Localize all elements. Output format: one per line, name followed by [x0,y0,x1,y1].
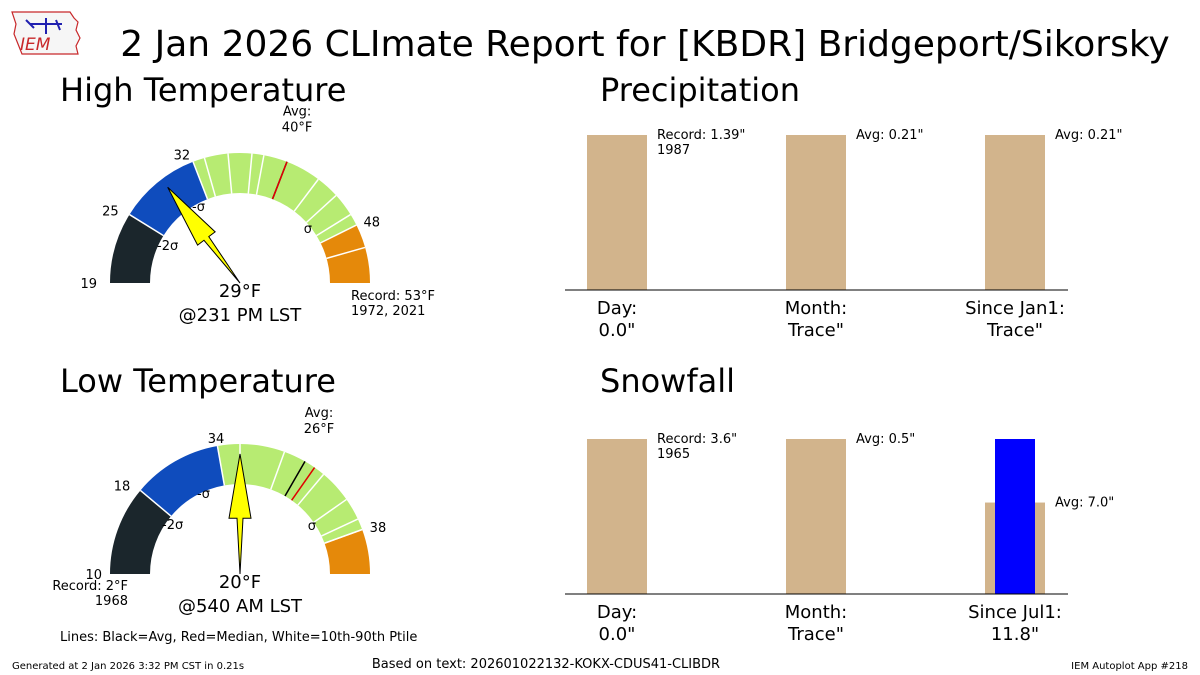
logo-text: IEM [20,35,51,55]
gauge-percentile-line [293,178,319,212]
category-tick-label: Since Jan1: Trace" [965,298,1065,341]
gauge-band-divider [192,161,209,200]
iem-logo: IEM [11,11,81,55]
gauge-median-line [291,467,316,501]
gauge-band-normal [217,444,363,544]
reference-bar-label: Avg: 0.21" [856,128,924,143]
low-temp-title: Low Temperature [60,362,336,400]
gauge-band-plus-sigma [324,529,370,574]
gauge-band-minus-sigma [129,161,208,236]
reference-bar [587,439,647,594]
gauge-tick-label: 48 [364,215,381,230]
gauge-sigma-label: -σ [192,200,205,215]
gauge-tick-label: 19 [80,277,97,292]
reference-bar [587,135,647,290]
weather-station-icon [25,18,62,34]
footer-source-text: Based on text: 202601022132-KOKX-CDUS41-… [372,657,720,672]
gauge-percentile-line [316,213,351,237]
gauge-sigma-label: -2σ [162,518,183,533]
gauge-sigma-label: σ [308,519,316,534]
reference-bar [786,439,846,594]
gauge-tick-label: 38 [370,521,387,536]
reference-bar-label: Record: 3.6" 1965 [657,432,737,462]
gauge-band-divider [129,213,164,237]
gauge-sigma-label: -σ [197,487,210,502]
category-tick-label: Day: 0.0" [597,298,637,341]
snow-title: Snowfall [600,362,735,400]
gauge-band-plus-sigma [320,225,370,283]
gauge-avg-label: Avg: 26°F [304,406,335,437]
gauge-band-minus-sigma [140,445,225,517]
gauge-percentile-line [247,153,253,194]
reference-bar-label: Avg: 7.0" [1055,496,1114,511]
lines-legend-note: Lines: Black=Avg, Red=Median, White=10th… [60,630,417,645]
gauge-percentile-line [270,451,286,490]
footer-app-id: IEM Autoplot App #218 [1071,661,1188,672]
gauge-value-needle [167,186,241,284]
reference-bar [985,135,1045,290]
reference-bar-label: Avg: 0.21" [1055,128,1123,143]
gauge-percentile-line [255,155,265,195]
footer-generated: Generated at 2 Jan 2026 3:32 PM CST in 0… [12,661,244,672]
gauge-sigma-label: -2σ [157,239,178,254]
gauge-percentile-line [321,518,359,537]
category-tick-label: Month: Trace" [785,298,847,341]
category-tick-label: Month: Trace" [785,602,847,645]
gauge-band-below-2sigma [110,214,164,283]
category-tick-label: Day: 0.0" [597,602,637,645]
gauge-median-line [271,161,288,200]
gauge-band-divider [216,445,226,486]
precip-title: Precipitation [600,71,800,109]
gauge-observed-time: @540 AM LST [178,596,303,617]
gauge-tick-label: 34 [208,432,225,447]
gauge-band-divider [139,489,172,517]
gauge-percentile-line [313,498,347,523]
page-title: 2 Jan 2026 CLImate Report for [KBDR] Bri… [120,24,1169,65]
low-temperature-gauge: 10 18 34 38 -2σ -σ σ Avg: 26°F 20°F @540 AM LST Rec… [52,406,386,617]
observed-bar [995,439,1035,594]
reference-bar-label: Record: 1.39" 1987 [657,128,745,158]
gauge-record-label: Record: 53°F 1972, 2021 [351,289,435,319]
gauge-avg-line [284,461,306,497]
reference-bar [786,135,846,290]
gauge-tick-label: 32 [174,148,191,163]
gauge-observed-time: @231 PM LST [179,305,303,326]
gauge-avg-label: Avg: 40°F [282,105,313,136]
gauge-percentile-line [324,528,363,544]
gauge-record-label: Record: 2°F 1968 [52,579,128,609]
gauge-percentile-line [326,246,366,260]
gauge-tick-label: 25 [102,204,119,219]
gauge-observed-value: 20°F [219,572,261,593]
gauge-band-divider [320,224,357,244]
gauge-percentile-line [203,157,217,197]
gauge-observed-value: 29°F [219,281,261,302]
snowfall-bars: Record: 3.6" 1965 Day: 0.0" Avg: 0.5" Month: T… [565,432,1114,645]
gauge-sigma-label: σ [304,222,312,237]
precipitation-bars: Record: 1.39" 1987 Day: 0.0" Avg: 0.21" Month… [565,128,1123,341]
gauge-tick-label: 10 [85,568,102,583]
gauge-percentile-line [297,473,325,506]
gauge-value-needle [228,453,252,575]
category-tick-label: Since Jul1: 11.8" [968,602,1062,645]
reference-bar-label: Avg: 0.5" [856,432,915,447]
gauge-band-normal [193,153,357,243]
gauge-band-below-2sigma [110,490,172,574]
gauge-tick-label: 18 [114,479,131,494]
gauge-percentile-line [227,153,233,194]
high-temperature-gauge: 19 25 32 48 -2σ -σ σ Avg: 40°F 29°F @231 PM LST Rec… [80,105,435,326]
high-temp-title: High Temperature [60,71,346,109]
gauge-percentile-line [306,194,337,223]
